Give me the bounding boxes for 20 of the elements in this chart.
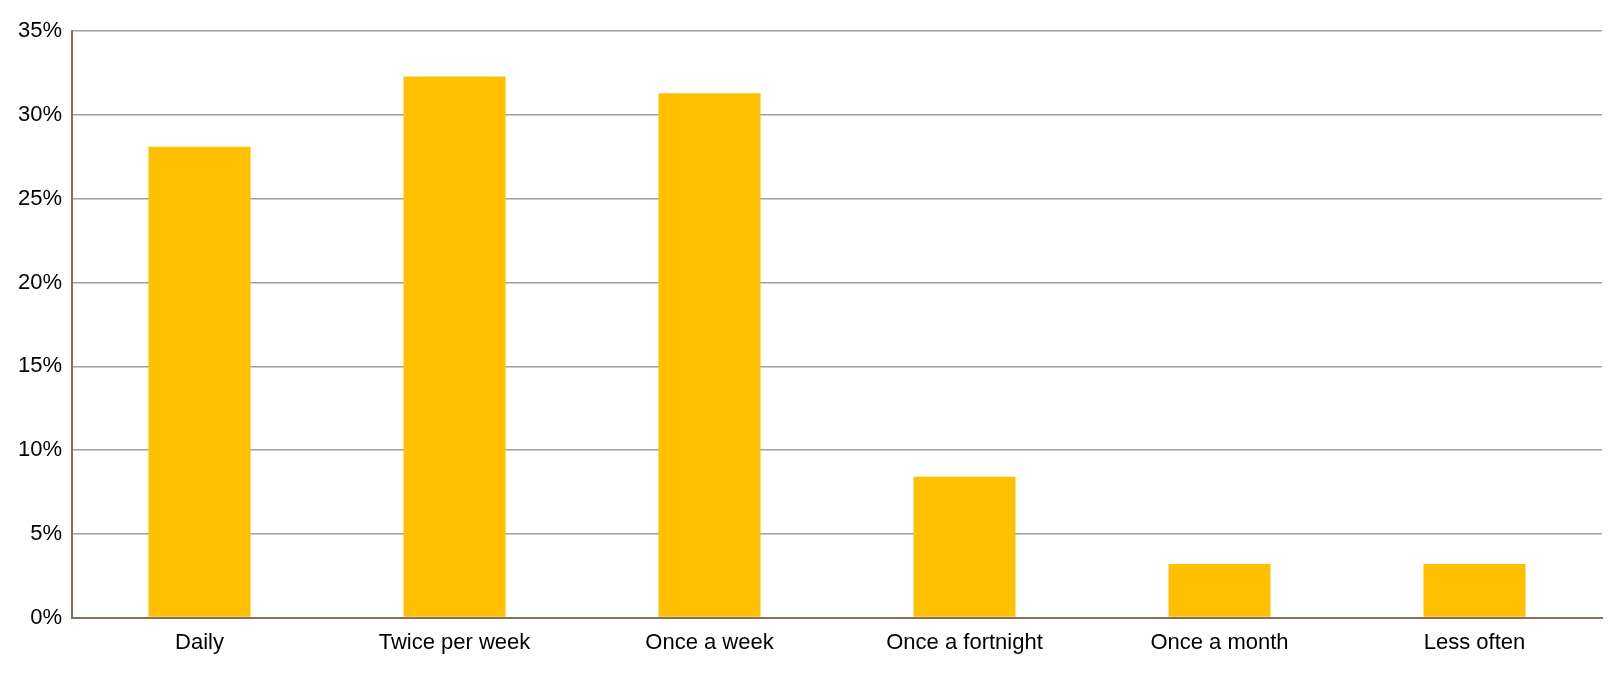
- y-tick-label: 10%: [17, 436, 63, 462]
- x-tick-label: Once a fortnight: [886, 628, 1043, 654]
- bar: [1168, 563, 1271, 617]
- y-tick-label: 15%: [17, 352, 63, 378]
- x-tick-label: Less often: [1423, 628, 1526, 654]
- y-tick-label: 20%: [17, 268, 63, 294]
- bar: [913, 476, 1016, 617]
- bar: [148, 146, 251, 617]
- y-tick-label: 0%: [30, 603, 63, 629]
- x-tick-label: Once a week: [645, 628, 775, 654]
- y-tick-label: 25%: [17, 184, 63, 210]
- bar: [658, 93, 761, 617]
- x-tick-label: Once a month: [1150, 628, 1289, 654]
- y-tick-label: 35%: [17, 17, 63, 43]
- bar: [403, 76, 506, 617]
- x-tick-label: Daily: [175, 628, 224, 654]
- y-tick-label: 30%: [17, 101, 63, 127]
- x-tick-label: Twice per week: [378, 628, 532, 654]
- bar: [1423, 563, 1526, 617]
- y-tick-label: 5%: [30, 519, 63, 545]
